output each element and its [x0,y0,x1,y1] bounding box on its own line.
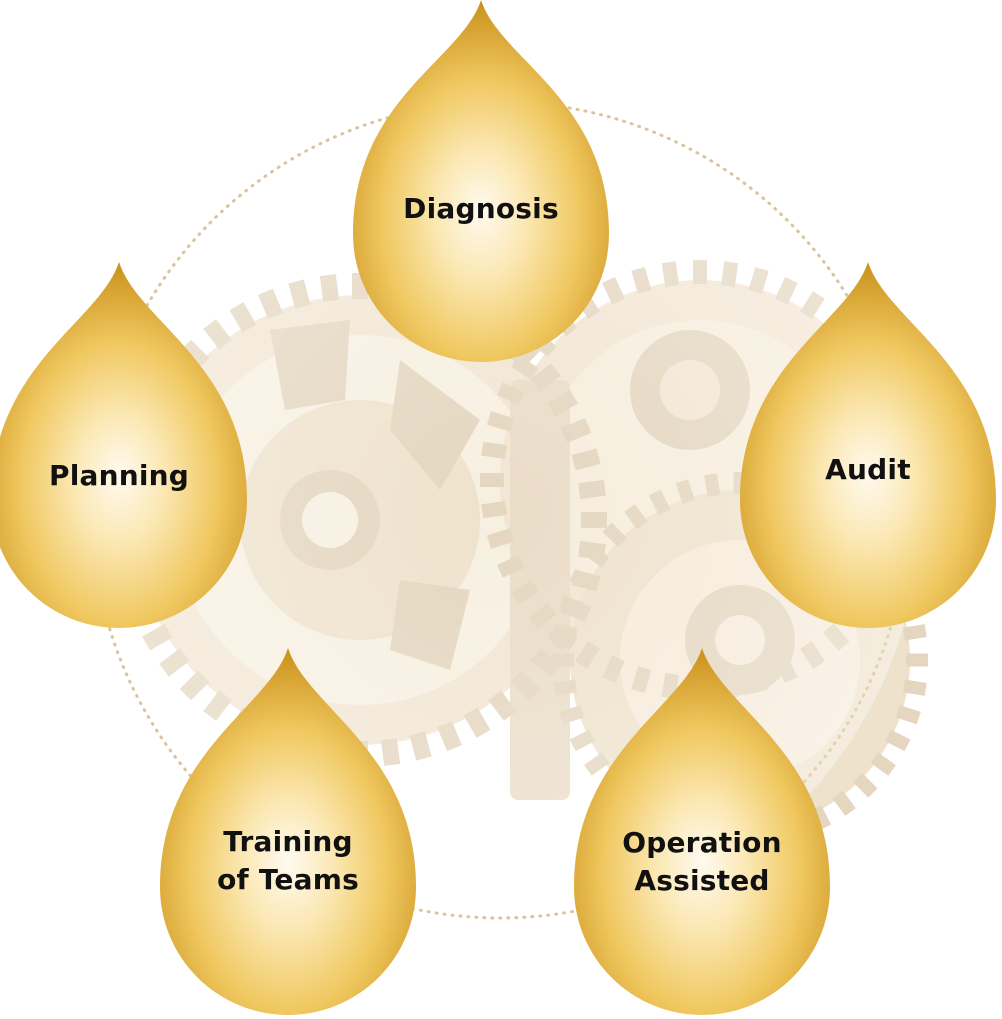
drop-training [160,648,416,1015]
step-label-planning: Planning [49,457,189,495]
gear-tooth [832,790,856,816]
step-label-diagnosis: Diagnosis [403,190,559,228]
drop-diagnosis [353,0,609,362]
drop-audit [740,262,996,628]
step-label-line: Diagnosis [403,192,559,225]
step-label-line: Operation [622,826,782,859]
drop-operation [574,648,830,1015]
step-label-line: Training [223,825,353,858]
drop-shape-diagnosis [353,0,609,362]
gear-tooth [902,679,927,696]
step-label-training: Training of Teams [217,823,359,899]
drop-shape-planning [0,262,247,628]
step-label-operation: Operation Assisted [622,824,782,900]
gear-tooth [870,752,896,776]
step-label-line: Planning [48,459,190,492]
drop-planning [0,262,247,628]
step-label-line: of Teams [217,863,359,896]
gear-tooth [852,772,878,798]
gear-tooth [906,653,928,667]
drop-shape-operation [574,648,830,1015]
gear-tooth [902,624,927,641]
gear-tooth [884,729,911,752]
step-label-line: Audit [825,453,911,486]
drop-shape-training [160,648,416,1015]
step-label-line: Assisted [634,864,770,897]
gear-tooth [895,705,921,725]
step-label-audit: Audit [825,451,911,489]
drop-shape-audit [740,262,996,628]
